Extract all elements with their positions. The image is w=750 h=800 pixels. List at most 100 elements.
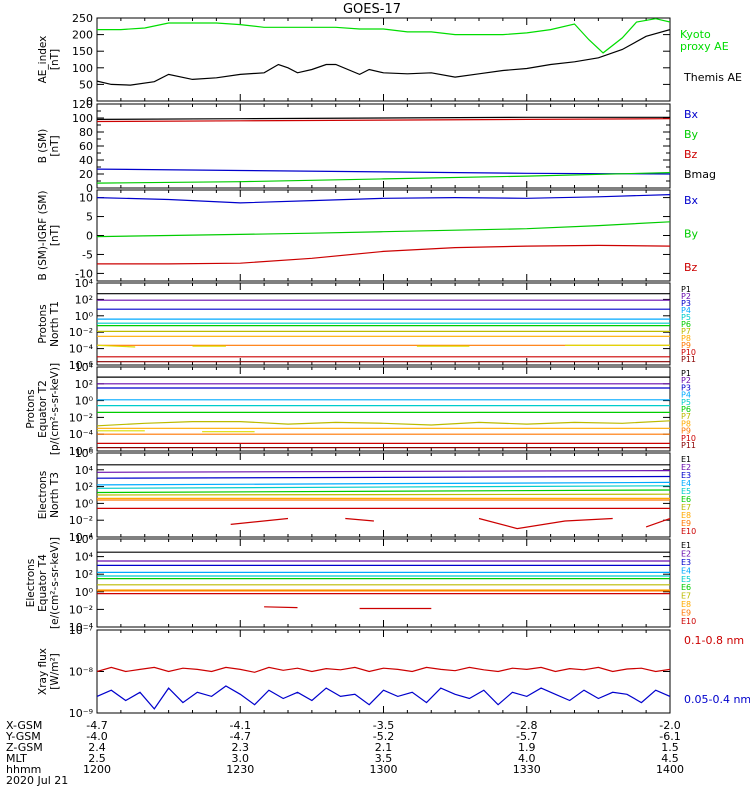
- x-row-value: 4.0: [518, 752, 536, 765]
- series-line: [97, 221, 670, 238]
- y-tick-label: 10⁰: [75, 310, 94, 323]
- y-tick-label: 0: [86, 95, 93, 108]
- x-row-value: 1230: [226, 763, 254, 776]
- plot-title: GOES-17: [343, 2, 401, 17]
- legend-label: E6: [681, 583, 691, 592]
- legend-label: By: [684, 128, 699, 141]
- date-label: 2020 Jul 21: [6, 774, 68, 787]
- legend-label: P10: [681, 348, 696, 357]
- y-axis-title: [p/(cm²-s-sr-keV)]: [49, 363, 61, 455]
- legend-label: P8: [681, 419, 691, 428]
- x-row-value: 2.4: [88, 741, 106, 754]
- y-tick-label: 10⁻²: [69, 411, 93, 424]
- legend-label: E4: [681, 566, 691, 575]
- y-tick-label: 40: [79, 154, 93, 167]
- legend-label: Bmag: [684, 168, 716, 181]
- y-tick-label: 10⁻²: [69, 514, 93, 527]
- y-tick-label: 150: [72, 45, 93, 58]
- x-row-value: 1330: [513, 763, 541, 776]
- y-axis-title: AE_index: [37, 36, 49, 84]
- y-tick-label: 10⁶: [75, 533, 94, 546]
- series-segment: [264, 606, 298, 609]
- y-tick-label: 10⁻⁴: [69, 531, 94, 544]
- y-tick-label: 10⁻²: [69, 326, 93, 339]
- y-axis-title: [W/m²]: [49, 653, 61, 690]
- y-tick-label: 10⁻⁷: [69, 624, 93, 637]
- series-line: [97, 118, 670, 123]
- y-tick-label: 250: [72, 12, 93, 25]
- y-tick-label: 10⁻⁴: [69, 428, 94, 441]
- legend-label: P6: [681, 405, 691, 414]
- x-row-label: Y-GSM: [5, 730, 41, 743]
- series-line: [97, 244, 670, 265]
- legend-label: E5: [681, 487, 691, 496]
- x-row-value: -4.7: [230, 730, 251, 743]
- legend-label: P6: [681, 320, 691, 329]
- y-tick-label: 60: [79, 140, 93, 153]
- y-tick-label: 10⁻⁹: [69, 707, 93, 720]
- y-axis-title: Protons: [25, 389, 37, 428]
- legend-label: P4: [681, 306, 691, 315]
- x-row-value: -4.0: [86, 730, 107, 743]
- series-line: [97, 685, 670, 710]
- series-line: [97, 420, 670, 427]
- legend-label: P5: [681, 313, 691, 322]
- x-row-label: MLT: [6, 752, 27, 765]
- legend-label: P2: [681, 376, 691, 385]
- panel-8: 10⁻⁹ 10⁻⁸ 10⁻⁷ Xray flux [W/m²] 0.1-0.8 nm 0.0…: [37, 624, 750, 720]
- legend-label: P11: [681, 441, 696, 450]
- legend-label: P1: [681, 285, 691, 294]
- panel-frame: [96, 103, 671, 189]
- x-row-value: 1300: [370, 763, 398, 776]
- y-axis-title: Equator T4: [37, 554, 49, 612]
- legend-label: E3: [681, 558, 691, 567]
- x-row-value: -3.5: [373, 719, 394, 732]
- series-line: [97, 485, 670, 489]
- x-row-value: -5.2: [373, 730, 394, 743]
- series-line: [97, 666, 670, 673]
- x-row-value: 3.0: [232, 752, 250, 765]
- series-line: [97, 481, 670, 486]
- legend-label: Bx: [684, 108, 699, 121]
- series-segment: [97, 344, 136, 348]
- series-segment: [478, 517, 613, 530]
- y-axis-title: B (SM): [37, 129, 49, 163]
- y-tick-label: -5: [82, 248, 93, 261]
- series-lines: [97, 194, 670, 265]
- series-line: [97, 489, 670, 494]
- x-row-label: X-GSM: [6, 719, 42, 732]
- panel-4: 10⁻⁶ 10⁻⁴ 10⁻² 10⁰ 10² 10⁴ Protons North T1 P1P2…: [37, 277, 696, 372]
- panel-3: -10 -5 0 5 10 B (SM)-IGRF (SM) [nT] Bx By Bz: [37, 189, 699, 282]
- series-line: [97, 194, 670, 204]
- legend-label: By: [684, 228, 699, 241]
- series-lines: [97, 18, 670, 86]
- x-row-value: 4.5: [661, 752, 679, 765]
- panel-7: 10⁻⁴ 10⁻² 10⁰ 10² 10⁴ 10⁶ Electrons Equator T4[…: [25, 533, 696, 634]
- x-row-label: Z-GSM: [6, 741, 43, 754]
- y-tick-label: 0: [86, 182, 93, 195]
- y-tick-label: 10²: [75, 378, 93, 391]
- legend-label: E1: [681, 541, 691, 550]
- x-row-value: 1200: [83, 763, 111, 776]
- y-tick-label: 10²: [75, 481, 93, 494]
- y-tick-label: 10⁶: [75, 447, 94, 460]
- legend-label: P7: [681, 412, 691, 421]
- legend-label: E9: [681, 519, 691, 528]
- y-tick-label: -10: [75, 267, 93, 280]
- legend-label: E6: [681, 495, 691, 504]
- legend-label: P5: [681, 398, 691, 407]
- y-tick-label: 10²: [75, 293, 93, 306]
- legend-label: Themis AE: [683, 71, 742, 84]
- legend-label: E9: [681, 609, 691, 618]
- y-tick-label: 100: [72, 62, 93, 75]
- series-lines: [97, 116, 670, 184]
- y-tick-label: 5: [86, 211, 93, 224]
- legend-label: E7: [681, 503, 691, 512]
- y-tick-label: 10⁰: [75, 586, 94, 599]
- legend-label: E1: [681, 455, 691, 464]
- series-lines: [97, 551, 670, 610]
- legend-label: 0.05-0.4 nm: [684, 693, 750, 706]
- series-segment: [230, 517, 289, 525]
- y-axis-title: Xray flux: [37, 648, 49, 695]
